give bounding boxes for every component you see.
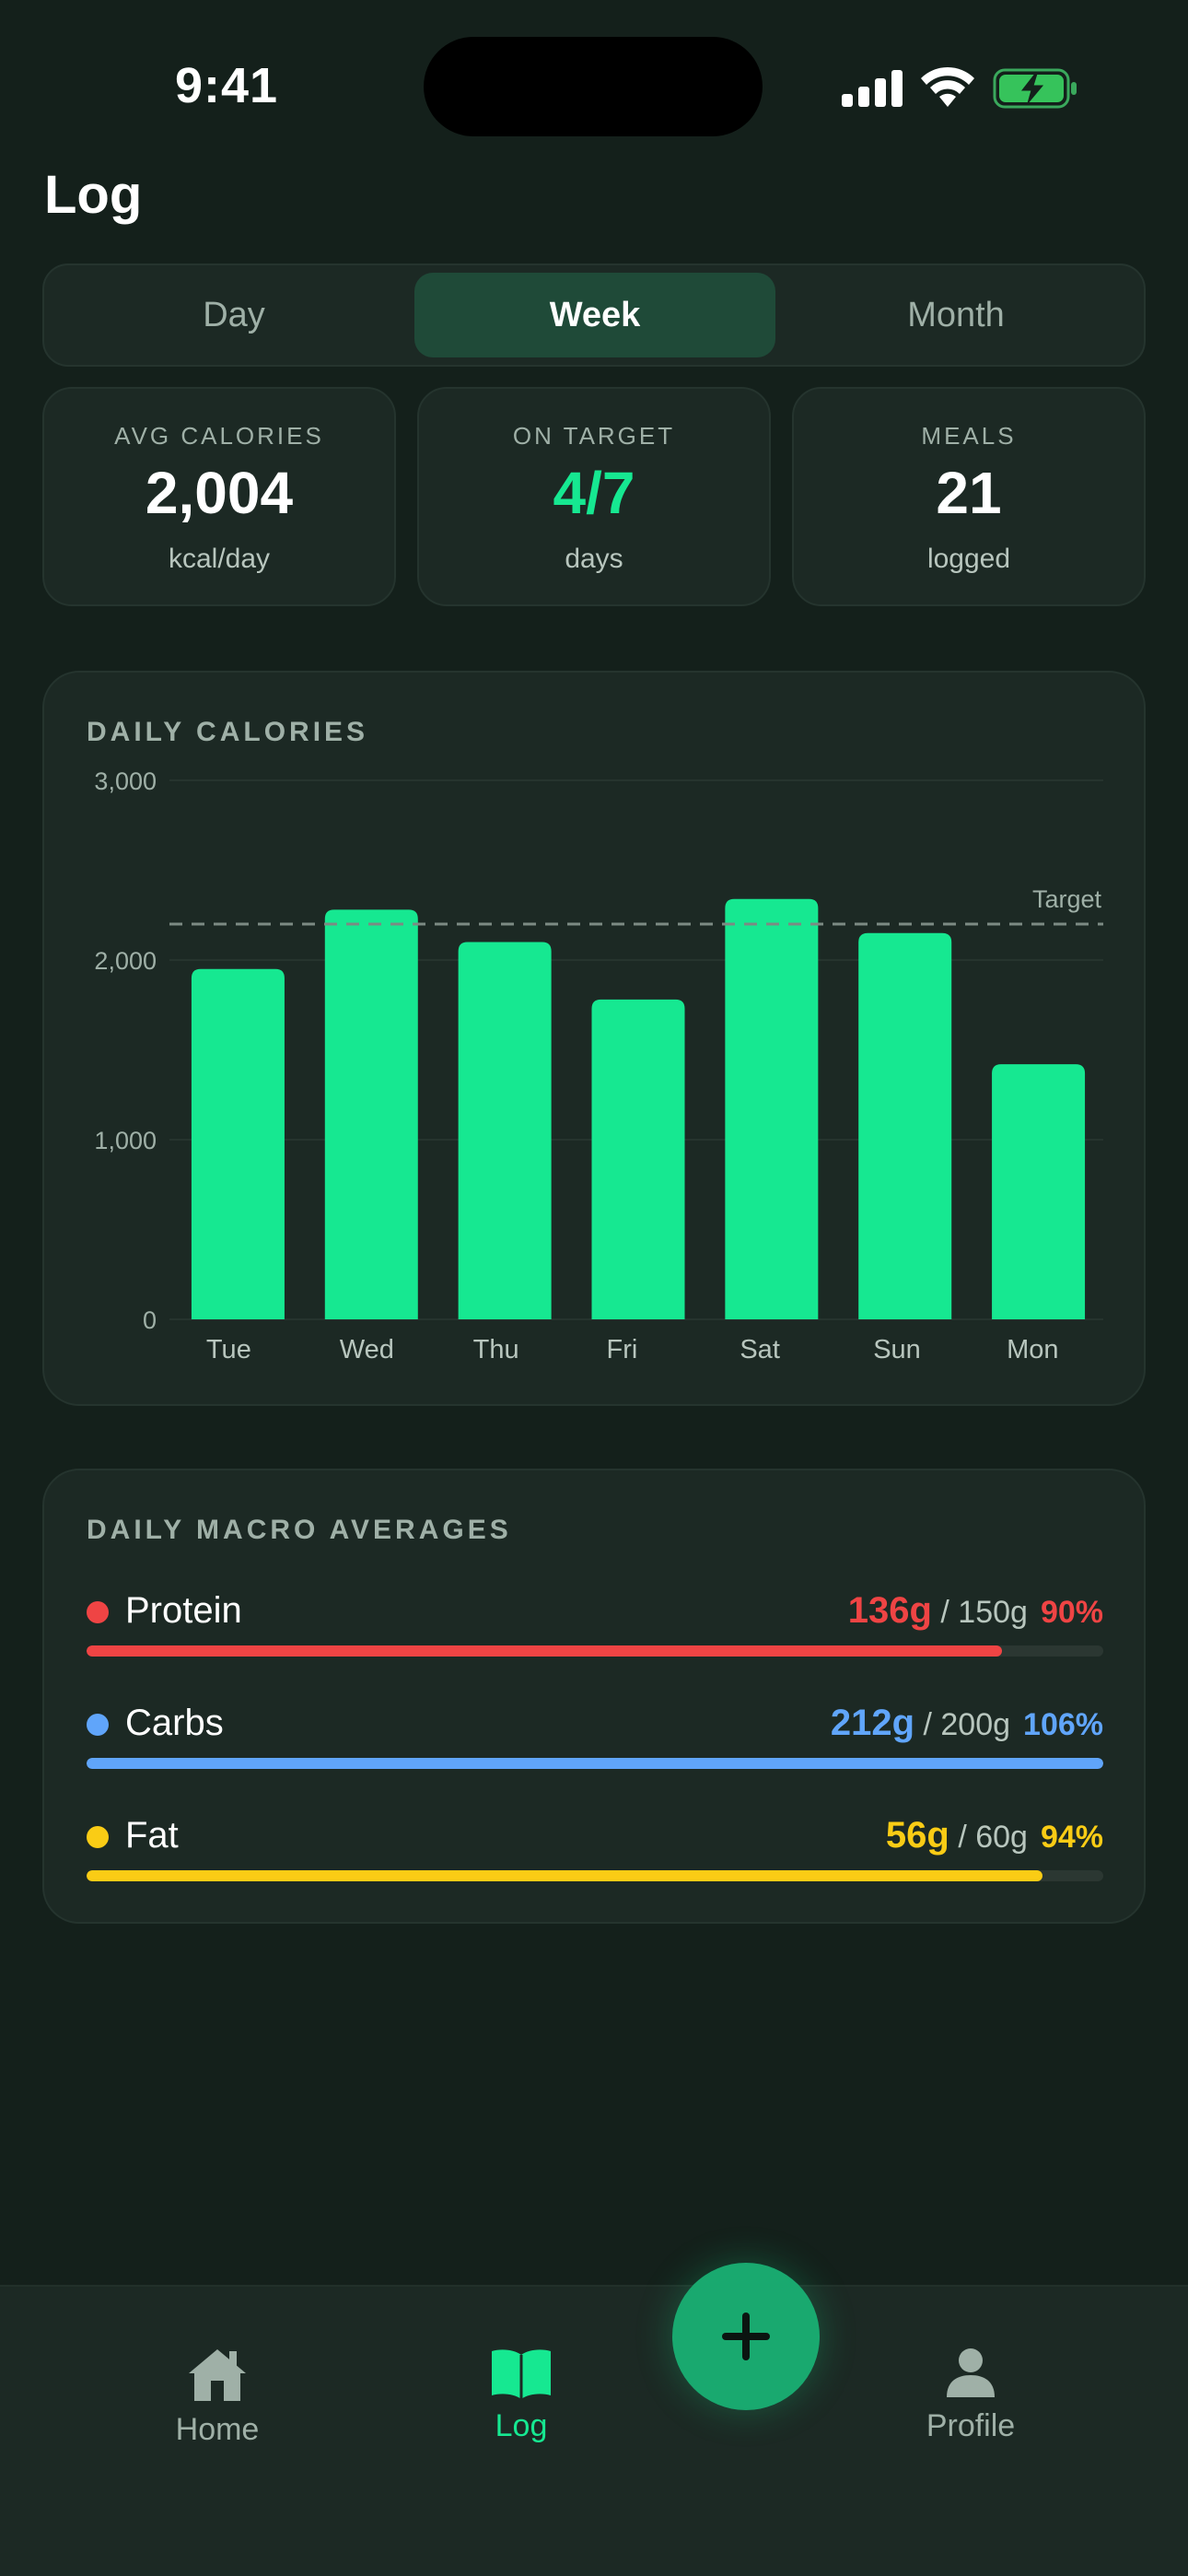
macro-values: 212g / 200g 106% [831, 1703, 1103, 1744]
y-tick-label: 0 [143, 1306, 157, 1334]
wifi-icon [921, 66, 974, 107]
macro-row-fat: Fat 56g / 60g 94% [87, 1808, 1103, 1891]
battery-icon [993, 68, 1077, 109]
tab-bar: Home Log Profile [0, 2285, 1188, 2576]
x-tick-label: Sun [873, 1335, 921, 1364]
calorie-bar [324, 909, 418, 1319]
macro-name: Protein [125, 1590, 242, 1631]
page-title: Log [44, 165, 143, 225]
y-tick-label: 3,000 [94, 767, 157, 795]
macro-percent: 90% [1040, 1595, 1103, 1630]
stat-value: 4/7 [553, 460, 635, 526]
stat-value: 21 [936, 460, 1002, 526]
x-tick-label: Thu [473, 1335, 519, 1364]
stat-unit: days [565, 544, 623, 574]
macro-name: Fat [125, 1815, 179, 1856]
stat-label: ON TARGET [512, 422, 676, 450]
stat-value: 2,004 [145, 460, 294, 526]
tab-label: Log [495, 2408, 548, 2443]
segment-day[interactable]: Day [203, 295, 265, 334]
add-entry-button[interactable] [672, 2263, 820, 2410]
stat-card-meals: MEALS 21 logged [792, 387, 1146, 606]
plus-icon [722, 2313, 770, 2360]
macro-row-protein: Protein 136g / 150g 90% [87, 1583, 1103, 1666]
fat-dot-icon [87, 1826, 109, 1848]
home-icon [189, 2349, 246, 2401]
macro-averages-card: DAILY MACRO AVERAGES Protein 136g / 150g… [42, 1469, 1146, 1924]
calorie-bar [725, 898, 819, 1319]
macro-values: 56g / 60g 94% [886, 1815, 1103, 1856]
macro-progress-track [87, 1758, 1103, 1769]
x-tick-label: Wed [340, 1335, 394, 1364]
macro-values: 136g / 150g 90% [848, 1590, 1103, 1632]
macro-current: 136g [847, 1590, 932, 1631]
tab-label: Profile [926, 2408, 1016, 2443]
stat-unit: kcal/day [168, 544, 271, 574]
macro-percent: 94% [1040, 1820, 1103, 1855]
x-tick-label: Sat [740, 1335, 780, 1364]
macro-current: 212g [830, 1703, 915, 1743]
macro-name: Carbs [125, 1703, 224, 1743]
macro-goal: / 150g [940, 1595, 1028, 1630]
macro-row-carbs: Carbs 212g / 200g 106% [87, 1695, 1103, 1778]
period-segmented-control: Day Week Month [42, 263, 1146, 367]
calorie-bar [858, 932, 952, 1319]
protein-dot-icon [87, 1601, 109, 1623]
chart-title: DAILY CALORIES [87, 717, 369, 747]
macro-title: DAILY MACRO AVERAGES [87, 1515, 512, 1545]
y-tick-label: 1,000 [94, 1127, 157, 1154]
macro-goal: / 60g [958, 1820, 1028, 1855]
book-icon [492, 2349, 551, 2399]
macro-goal: / 200g [923, 1707, 1011, 1742]
x-tick-label: Tue [206, 1335, 251, 1364]
calorie-bar [191, 968, 285, 1319]
segment-week[interactable]: Week [414, 273, 775, 357]
tab-log[interactable]: Log [420, 2346, 623, 2475]
status-time: 9:41 [175, 58, 279, 113]
tab-profile[interactable]: Profile [869, 2346, 1072, 2475]
dynamic-island [424, 37, 763, 136]
segment-month[interactable]: Month [907, 295, 1005, 334]
person-icon [947, 2348, 995, 2397]
calorie-bar [458, 942, 552, 1319]
macro-current: 56g [885, 1815, 949, 1856]
macro-progress-track [87, 1645, 1103, 1657]
stat-card-on-target: ON TARGET 4/7 days [417, 387, 771, 606]
macro-percent: 106% [1023, 1707, 1103, 1742]
signal-icon [842, 70, 903, 107]
target-label: Target [1032, 885, 1102, 913]
daily-calories-card: DAILY CALORIES 0 1,000 2,000 3,000 Tue Wed Thu… [42, 671, 1146, 1406]
tab-label: Home [175, 2412, 260, 2447]
x-tick-label: Fri [607, 1335, 638, 1364]
status-bar: 9:41 [0, 0, 1188, 175]
stat-label: AVG CALORIES [114, 422, 324, 450]
macro-progress-fill [87, 1870, 1042, 1881]
stat-label: MEALS [921, 422, 1017, 450]
tab-home[interactable]: Home [116, 2346, 319, 2475]
macro-progress-fill [87, 1758, 1103, 1769]
stat-unit: logged [926, 544, 1011, 574]
calorie-bar [992, 1064, 1086, 1319]
y-tick-label: 2,000 [94, 947, 157, 975]
calorie-bar [591, 999, 685, 1319]
stat-card-avg-calories: AVG CALORIES 2,004 kcal/day [42, 387, 396, 606]
carbs-dot-icon [87, 1714, 109, 1736]
x-tick-label: Mon [1007, 1335, 1058, 1364]
daily-calories-chart: 0 1,000 2,000 3,000 Tue Wed Thu Fri Sat Sun Mon Tar… [94, 767, 1103, 1364]
macro-progress-track [87, 1870, 1103, 1881]
macro-progress-fill [87, 1645, 1002, 1657]
